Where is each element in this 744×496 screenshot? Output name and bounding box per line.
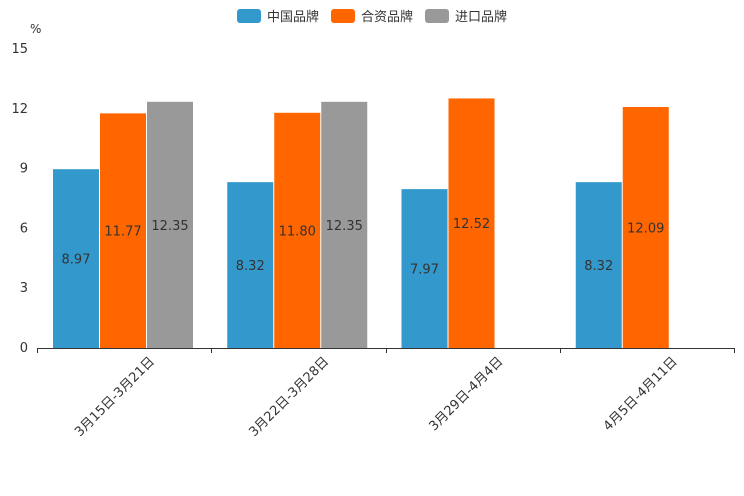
x-tick-label: 3月29日-4月4日 — [427, 354, 507, 434]
bar — [575, 182, 622, 348]
legend-swatch-jv — [330, 8, 355, 23]
bar-data-label: 12.09 — [627, 222, 664, 237]
legend-item-jv[interactable]: 合资品牌 — [330, 6, 413, 25]
bar — [147, 101, 193, 348]
bar — [100, 113, 146, 348]
bar — [274, 112, 321, 348]
bar — [227, 182, 274, 348]
x-tick-label: 3月15日-3月21日 — [72, 354, 158, 440]
y-tick-label: 9 — [20, 162, 28, 177]
bar-data-label: 12.52 — [453, 217, 490, 232]
y-tick-label: 6 — [20, 221, 28, 236]
legend: 中国品牌 合资品牌 进口品牌 — [0, 6, 744, 25]
bar-data-label: 8.32 — [584, 259, 613, 274]
legend-label-import: 进口品牌 — [455, 10, 508, 25]
bar-data-label: 7.97 — [410, 263, 439, 278]
y-tick-label: 15 — [11, 42, 28, 57]
bar-data-label: 11.77 — [104, 225, 141, 240]
bar — [622, 107, 669, 348]
bar-data-label: 8.97 — [62, 253, 91, 268]
x-tick-label: 3月22日-3月28日 — [246, 354, 332, 440]
bar — [321, 101, 368, 348]
bar-layer: 8.97 11.77 12.35 8.32 11.80 12.35 7.97 12.52 8.3… — [53, 98, 669, 349]
bar-data-label: 12.35 — [326, 219, 363, 234]
bar-data-label: 12.35 — [151, 219, 188, 234]
legend-swatch-china — [236, 8, 261, 23]
legend-item-import[interactable]: 进口品牌 — [425, 6, 507, 25]
x-tick-label: 4月5日-4月11日 — [601, 354, 681, 434]
bar — [448, 98, 495, 349]
y-unit-label: % — [30, 22, 41, 36]
bar — [401, 189, 448, 348]
legend-swatch-import — [425, 8, 449, 23]
y-tick-label: 0 — [20, 341, 28, 356]
legend-item-china[interactable]: 中国品牌 — [236, 6, 319, 25]
bar-data-label: 11.80 — [279, 224, 316, 239]
bar-data-label: 8.32 — [236, 259, 265, 274]
legend-label-china: 中国品牌 — [266, 10, 319, 25]
bar — [53, 169, 99, 348]
legend-label-jv: 合资品牌 — [360, 10, 413, 25]
y-tick-label: 12 — [11, 102, 28, 117]
y-tick-label: 3 — [20, 281, 28, 296]
